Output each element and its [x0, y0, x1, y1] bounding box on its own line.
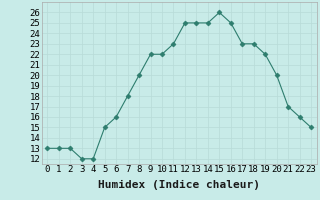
X-axis label: Humidex (Indice chaleur): Humidex (Indice chaleur) — [98, 180, 260, 190]
